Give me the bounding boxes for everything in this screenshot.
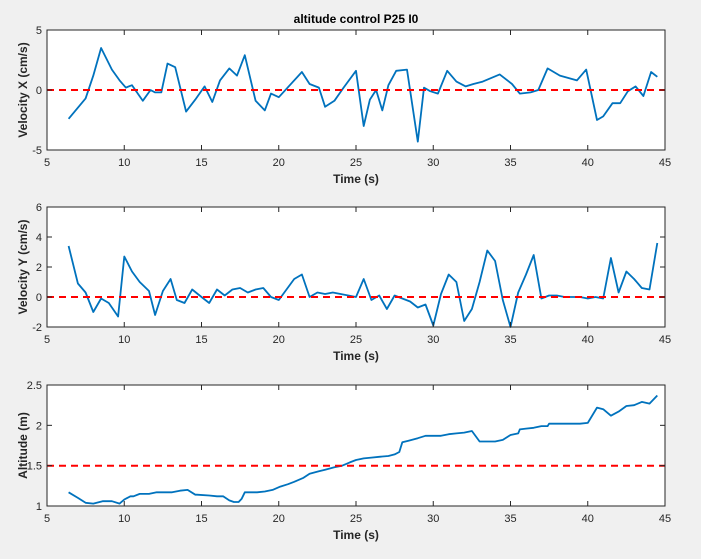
plot-1-y-axis-label: Velocity X (cm/s) <box>16 42 30 137</box>
plot-3-y-tick-label: 2.5 <box>27 380 42 392</box>
plot-1-title: altitude control P25 I0 <box>294 12 419 26</box>
plot-3-y-tick-label: 1 <box>36 501 42 513</box>
plot-1-x-tick-label: 25 <box>350 157 362 169</box>
plot-2-y-tick-label: 0 <box>36 292 42 304</box>
plot-3-data-line <box>68 394 658 505</box>
plot-1-y-tick-label: 0 <box>36 85 42 97</box>
plot-1-x-tick-label: 30 <box>427 157 439 169</box>
plot-2-x-tick-label: 45 <box>659 334 671 346</box>
plot-1-y-tick-label: -5 <box>32 145 42 157</box>
plot-1-x-tick-label: 20 <box>273 157 285 169</box>
plot-3-axes-background <box>47 385 665 506</box>
plot-3-x-tick-label: 45 <box>659 513 671 525</box>
plot-2-x-tick-label: 20 <box>273 334 285 346</box>
plot-1-x-tick-label: 40 <box>582 157 594 169</box>
plot-2-x-tick-label: 40 <box>582 334 594 346</box>
plot-3-x-tick-label: 20 <box>273 513 285 525</box>
plot-2-x-tick-label: 15 <box>195 334 207 346</box>
plot-1-x-tick-label: 10 <box>118 157 130 169</box>
plot-2-x-tick-label: 30 <box>427 334 439 346</box>
plot-3-y-tick-label: 1.5 <box>27 461 42 473</box>
plot-1-x-tick-label: 15 <box>195 157 207 169</box>
plot-3-x-axis-label: Time (s) <box>333 528 379 542</box>
plot-3-x-tick-label: 10 <box>118 513 130 525</box>
plot-2-y-tick-label: -2 <box>32 322 42 334</box>
plot-3-y-axis-label: Altitude (m) <box>16 412 30 479</box>
plot-3-y-tick-label: 2 <box>36 420 42 432</box>
plot-3-x-tick-label: 15 <box>195 513 207 525</box>
plot-2-y-tick-label: 4 <box>36 232 42 244</box>
plot-1-x-tick-label: 45 <box>659 157 671 169</box>
plot-3-x-tick-label: 5 <box>44 513 50 525</box>
plot-2-x-tick-label: 25 <box>350 334 362 346</box>
plot-1-x-axis-label: Time (s) <box>333 172 379 186</box>
plot-2-x-tick-label: 5 <box>44 334 50 346</box>
plot-2-x-axis-label: Time (s) <box>333 349 379 363</box>
plot-2-x-tick-label: 35 <box>504 334 516 346</box>
plot-2-y-tick-label: 2 <box>36 262 42 274</box>
plot-1-x-tick-label: 35 <box>504 157 516 169</box>
plot-1-data-line <box>67 47 658 143</box>
plot-1-x-tick-label: 5 <box>44 157 50 169</box>
plot-1-axes-background <box>47 30 665 150</box>
plot-3-x-tick-label: 40 <box>582 513 594 525</box>
plot-2-axes-background <box>47 207 665 327</box>
plot-3-x-tick-label: 35 <box>504 513 516 525</box>
plot-2-data-line <box>67 242 659 328</box>
plot-3-x-tick-label: 25 <box>350 513 362 525</box>
plot-2-x-tick-label: 10 <box>118 334 130 346</box>
plot-2-y-axis-label: Velocity Y (cm/s) <box>16 220 30 315</box>
plot-2-y-tick-label: 6 <box>36 202 42 214</box>
plot-1-y-tick-label: 5 <box>36 25 42 37</box>
plot-3-x-tick-label: 30 <box>427 513 439 525</box>
